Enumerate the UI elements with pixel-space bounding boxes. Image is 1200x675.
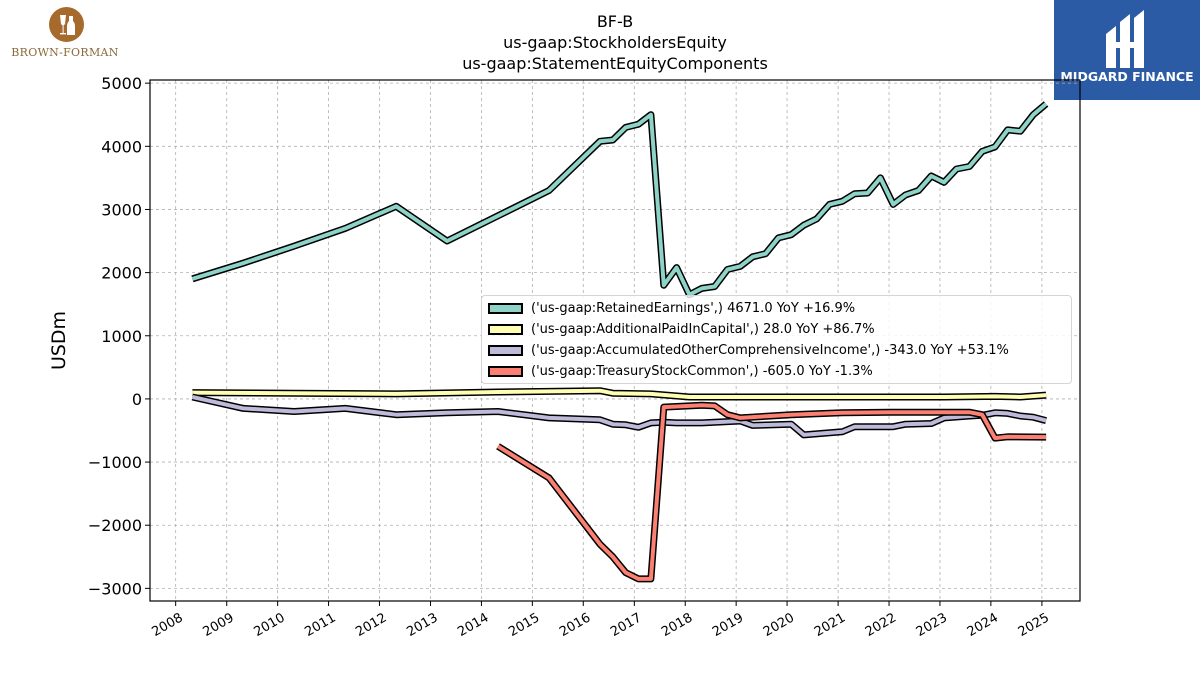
y-axis-label: USDm (48, 311, 70, 370)
seal-icon (49, 7, 84, 42)
y-tick-label: 2000 (101, 264, 142, 283)
x-tick-label: 2008 (150, 610, 186, 640)
midgard-logo-icon (1102, 8, 1152, 72)
y-tick-label: 1000 (101, 327, 142, 346)
x-tick-label: 2015 (506, 610, 542, 640)
y-tick-label: 0 (132, 390, 142, 409)
legend-label: ('us-gaap:TreasuryStockCommon',) -605.0 … (531, 363, 873, 379)
brand-name-left: BROWN-FORMAN (11, 46, 119, 59)
legend-swatch (488, 323, 523, 335)
x-tick-label: 2016 (557, 610, 593, 640)
legend-swatch (488, 302, 523, 314)
brand-name-right: MIDGARD FINANCE (1060, 69, 1194, 84)
legend-swatch (488, 365, 523, 377)
y-tick-label: −2000 (88, 516, 142, 535)
x-tick-label: 2012 (353, 610, 389, 640)
series-lines (191, 101, 1049, 583)
x-tick-label: 2023 (914, 610, 950, 640)
x-tick-label: 2019 (710, 610, 746, 640)
series-line-0 (191, 102, 1048, 297)
chart-title: BF-B (596, 12, 634, 31)
legend-item-aoci: ('us-gaap:AccumulatedOtherComprehensiveI… (488, 340, 1009, 360)
chart-title-block: BF-B us-gaap:StockholdersEquity us-gaap:… (315, 11, 915, 74)
y-tick-label: −1000 (88, 453, 142, 472)
plot-area-frame (149, 79, 1081, 602)
x-tick-label: 2018 (659, 610, 695, 640)
x-tick-label: 2014 (455, 610, 491, 640)
legend-swatch (488, 344, 523, 356)
legend-item-treasury-stock: ('us-gaap:TreasuryStockCommon',) -605.0 … (488, 361, 873, 381)
brown-forman-logo: BROWN-FORMAN (4, 4, 124, 62)
legend-label: ('us-gaap:AccumulatedOtherComprehensiveI… (531, 342, 1009, 358)
y-tick-label: 5000 (101, 74, 142, 93)
chart-subtitle-2: us-gaap:StatementEquityComponents (462, 54, 768, 73)
x-tick-label: 2017 (608, 610, 644, 640)
x-tick-label: 2024 (965, 610, 1001, 640)
x-tick-label: 2025 (1016, 610, 1052, 640)
series-line-3 (496, 403, 1047, 581)
series-line-1 (192, 388, 1047, 399)
y-tick-label: 4000 (101, 137, 142, 156)
x-tick-label: 2022 (863, 610, 899, 640)
y-tick-label: −3000 (88, 579, 142, 598)
chart-subtitle-1: us-gaap:StockholdersEquity (503, 33, 727, 52)
series-outline-3 (496, 401, 1047, 583)
x-tick-label: 2013 (404, 610, 440, 640)
legend-item-retained-earnings: ('us-gaap:RetainedEarnings',) 4671.0 YoY… (488, 298, 855, 318)
y-tick-label: 3000 (101, 200, 142, 219)
legend: ('us-gaap:RetainedEarnings',) 4671.0 YoY… (481, 295, 1072, 384)
legend-label: ('us-gaap:AdditionalPaidInCapital',) 28.… (531, 321, 875, 337)
x-tick-label: 2010 (251, 610, 287, 640)
x-tick-label: 2011 (302, 610, 338, 640)
x-tick-label: 2020 (761, 610, 797, 640)
series-outline-2 (191, 393, 1047, 439)
legend-item-additional-paid-in-capital: ('us-gaap:AdditionalPaidInCapital',) 28.… (488, 319, 875, 339)
series-line-2 (191, 395, 1047, 437)
x-tick-label: 2009 (201, 610, 237, 640)
legend-label: ('us-gaap:RetainedEarnings',) 4671.0 YoY… (531, 300, 856, 316)
midgard-finance-logo: MIDGARD FINANCE (1054, 0, 1200, 100)
x-tick-label: 2021 (812, 610, 848, 640)
